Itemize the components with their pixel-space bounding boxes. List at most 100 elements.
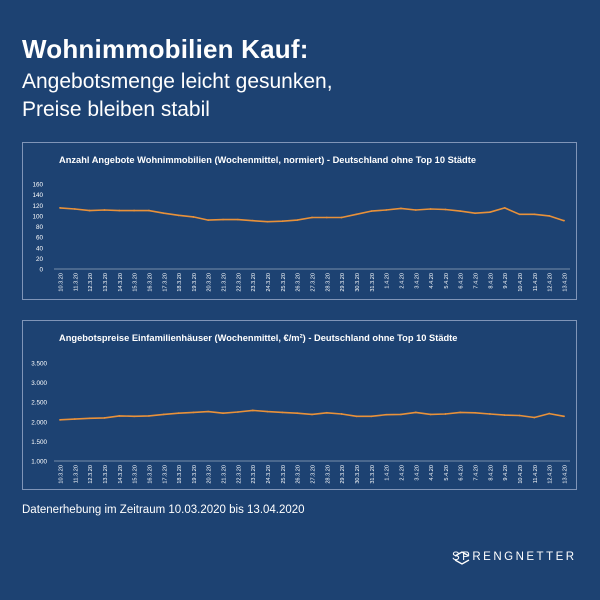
offers-data-point <box>281 220 284 223</box>
offers-data-point <box>296 219 299 222</box>
offers-x-tick-label: 10.3.20 <box>59 273 65 292</box>
prices-data-point <box>266 410 269 413</box>
prices-data-point <box>133 415 136 418</box>
prices-data-point <box>444 413 447 415</box>
prices-y-tick-label: 3.000 <box>31 380 47 387</box>
prices-x-tick-label: 25.3.20 <box>281 465 287 484</box>
prices-data-point <box>281 411 284 414</box>
prices-data-point <box>340 413 343 415</box>
prices-x-tick-label: 11.3.20 <box>73 465 79 483</box>
offers-x-tick-label: 1.4.20 <box>385 273 391 289</box>
offers-series-line <box>59 207 565 223</box>
offers-data-point <box>148 209 150 212</box>
offers-x-tick-label: 28.3.20 <box>325 273 331 292</box>
prices-x-tick-label: 18.3.20 <box>177 465 183 484</box>
offers-data-point <box>222 218 224 221</box>
offers-data-point <box>103 209 106 211</box>
offers-x-tick-label: 2.4.20 <box>399 273 405 289</box>
prices-line-chart: 1.000 1.500 2.000 2.500 3.000 3.500 10.3.20 11.… <box>31 361 570 484</box>
offers-x-tick-label: 20.3.20 <box>207 273 213 292</box>
offers-y-tick-label: 0 <box>39 267 43 274</box>
prices-x-tick-label: 17.3.20 <box>162 465 168 484</box>
offers-x-tick-label: 11.4.20 <box>533 273 539 291</box>
offers-y-tick-label: 60 <box>36 235 44 242</box>
prices-data-point <box>59 418 61 421</box>
prices-x-tick-label: 15.3.20 <box>133 465 139 484</box>
prices-data-point <box>400 413 402 416</box>
offers-chart-panel: Anzahl Angebote Wohnimmobilien (Wochenmi… <box>22 142 577 300</box>
prices-x-tick-label: 16.3.20 <box>147 465 153 484</box>
offers-data-point <box>518 213 521 216</box>
prices-x-tick-label: 13.4.20 <box>563 465 569 484</box>
sprengnetter-logo: SPRENGNE TTER <box>452 551 577 565</box>
prices-data-point <box>162 413 165 416</box>
logo-text-right: TTER <box>536 551 577 563</box>
offers-x-tick-label: 18.3.20 <box>177 273 183 292</box>
prices-y-tick-label: 2.500 <box>31 400 47 407</box>
offers-data-point <box>385 209 388 211</box>
prices-x-tick-label: 10.4.20 <box>518 465 524 484</box>
prices-data-point <box>385 413 388 416</box>
prices-data-point <box>207 410 210 413</box>
prices-x-tick-label: 21.3.20 <box>222 465 228 484</box>
prices-x-tick-label: 28.3.20 <box>325 465 331 484</box>
prices-x-tick-label: 1.4.20 <box>385 465 391 481</box>
offers-y-tick-label: 20 <box>36 256 44 263</box>
prices-data-point <box>118 415 121 417</box>
offers-data-point <box>207 219 210 222</box>
offers-x-tick-label: 12.3.20 <box>88 273 94 292</box>
offers-y-tick-label: 100 <box>32 213 43 220</box>
offers-x-tick-label: 15.3.20 <box>133 273 139 292</box>
offers-data-point <box>370 210 373 212</box>
prices-x-tick-label: 10.3.20 <box>59 465 65 484</box>
prices-x-tick-label: 27.3.20 <box>311 465 317 484</box>
prices-data-point <box>325 411 328 414</box>
offers-x-tick-label: 12.4.20 <box>548 273 554 292</box>
prices-x-tick-label: 4.4.20 <box>429 465 435 481</box>
prices-data-point <box>296 412 299 415</box>
offers-data-point <box>177 214 180 217</box>
offers-x-tick-label: 30.3.20 <box>355 273 361 292</box>
offers-data-point <box>355 213 358 216</box>
offers-data-point <box>400 207 402 210</box>
offers-line-chart: 0 20 40 60 80 100 120 140 160 10.3.20 11.3.20 12.3.… <box>32 182 570 292</box>
prices-data-point <box>503 414 506 417</box>
page-subtitle-line-2: Preise bleiben stabil <box>22 98 210 121</box>
prices-data-point <box>236 411 239 413</box>
prices-x-tick-label: 20.3.20 <box>207 465 213 484</box>
prices-data-point <box>148 415 150 417</box>
prices-x-tick-label: 9.4.20 <box>503 465 509 481</box>
offers-x-tick-label: 27.3.20 <box>311 273 317 292</box>
offers-y-tick-label: 120 <box>32 203 43 210</box>
prices-x-tick-label: 14.3.20 <box>118 465 124 484</box>
prices-x-tick-label: 19.3.20 <box>192 465 198 484</box>
prices-data-point <box>533 416 536 419</box>
offers-data-point <box>503 207 506 209</box>
offers-data-point <box>548 214 551 217</box>
prices-data-point <box>488 413 491 415</box>
offers-x-tick-label: 22.3.20 <box>236 273 242 292</box>
offers-x-tick-label: 10.4.20 <box>518 273 524 292</box>
prices-y-tick-label: 1.500 <box>31 439 47 446</box>
prices-x-tick-label: 8.4.20 <box>488 465 494 481</box>
offers-x-tick-label: 13.3.20 <box>103 273 109 292</box>
offers-x-tick-label: 5.4.20 <box>444 273 450 289</box>
offers-data-point <box>563 219 565 222</box>
offers-x-tick-label: 26.3.20 <box>296 273 302 292</box>
prices-x-tick-label: 29.3.20 <box>340 465 346 484</box>
logo-mark-icon <box>454 551 470 565</box>
prices-data-point <box>563 415 565 418</box>
prices-x-tick-label: 24.3.20 <box>266 465 272 484</box>
prices-x-tick-label: 23.3.20 <box>251 465 257 484</box>
offers-data-point <box>459 210 462 212</box>
prices-data-point <box>474 411 476 414</box>
prices-data-point <box>192 411 195 414</box>
prices-chart-panel: Angebotspreise Einfamilienhäuser (Wochen… <box>22 320 577 490</box>
offers-data-point <box>311 216 313 219</box>
offers-x-tick-label: 9.4.20 <box>503 273 509 289</box>
offers-data-point <box>73 208 76 210</box>
prices-data-point <box>177 412 180 415</box>
offers-data-point <box>118 209 121 212</box>
offers-data-point <box>474 212 476 215</box>
prices-data-point <box>103 416 106 419</box>
